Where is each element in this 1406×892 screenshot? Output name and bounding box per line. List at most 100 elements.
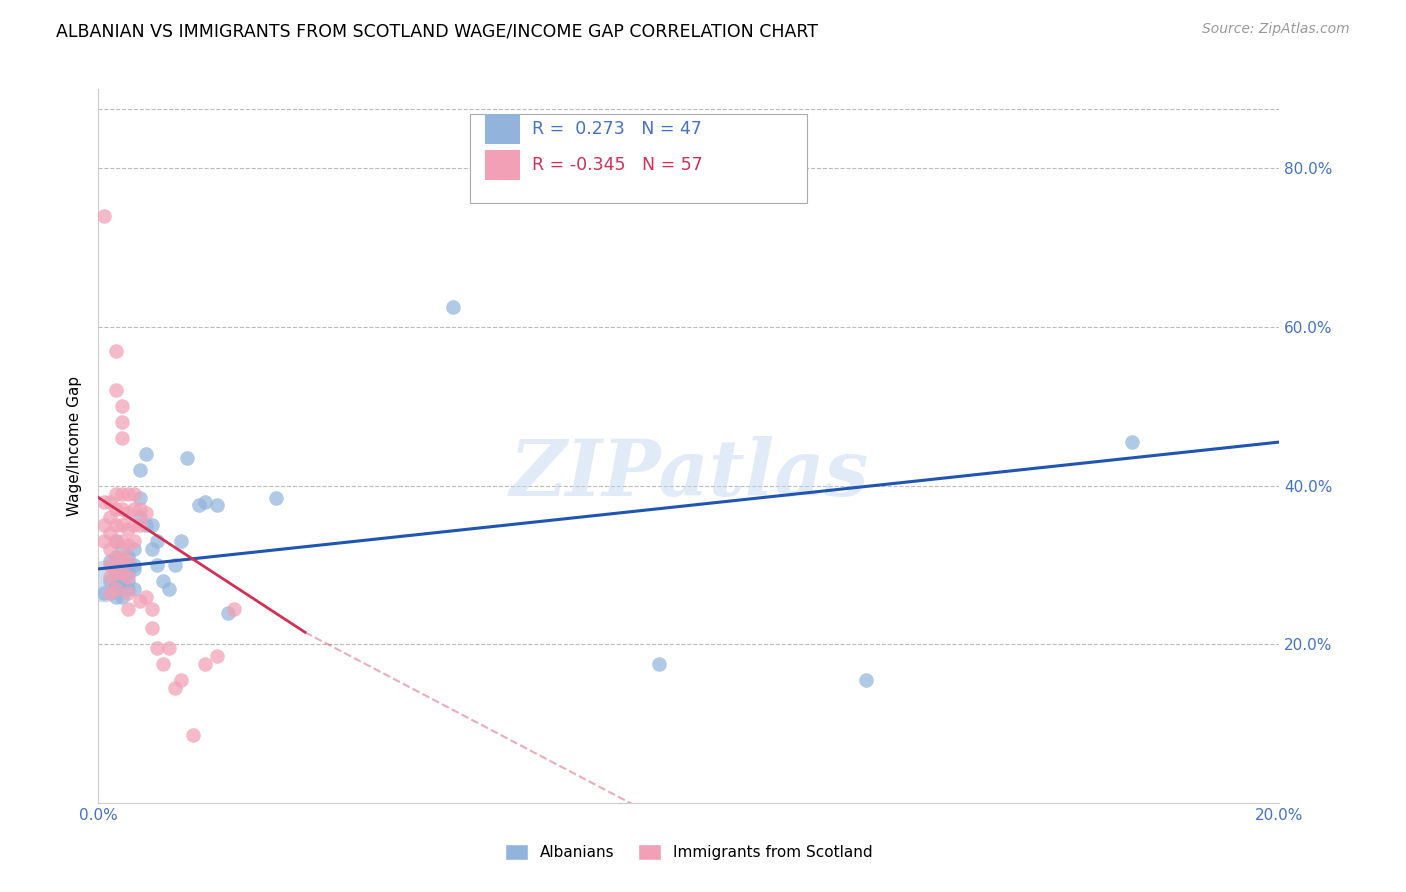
Point: [111, 566, 134, 580]
Point: [205, 499, 228, 513]
Point: [187, 499, 209, 513]
Point: [105, 558, 128, 572]
Point: [122, 518, 145, 533]
Point: [141, 518, 163, 533]
Point: [117, 522, 139, 536]
Point: [111, 549, 134, 564]
Point: [111, 431, 134, 445]
Point: [111, 590, 134, 604]
Point: [93, 209, 115, 223]
Point: [264, 491, 287, 505]
Point: [122, 562, 145, 576]
Point: [117, 574, 139, 588]
Point: [111, 574, 134, 588]
Point: [141, 621, 163, 635]
Point: [105, 534, 128, 549]
Point: [128, 491, 150, 505]
Point: [146, 534, 169, 549]
Point: [111, 400, 134, 414]
Point: [135, 507, 157, 521]
Point: [105, 534, 128, 549]
Point: [105, 502, 128, 516]
Point: [176, 450, 198, 465]
Point: [117, 538, 139, 552]
Point: [181, 728, 204, 742]
Point: [105, 343, 128, 358]
Point: [855, 673, 877, 687]
FancyBboxPatch shape: [485, 150, 520, 180]
Point: [98, 510, 121, 524]
Point: [105, 486, 128, 500]
Text: ALBANIAN VS IMMIGRANTS FROM SCOTLAND WAGE/INCOME GAP CORRELATION CHART: ALBANIAN VS IMMIGRANTS FROM SCOTLAND WAG…: [56, 22, 818, 40]
Point: [141, 542, 163, 557]
Point: [152, 574, 174, 588]
Point: [98, 554, 121, 568]
Point: [157, 582, 180, 596]
Point: [105, 384, 128, 398]
Point: [128, 463, 150, 477]
Point: [146, 641, 169, 656]
Point: [117, 566, 139, 580]
Point: [105, 566, 128, 580]
FancyBboxPatch shape: [485, 114, 520, 145]
Point: [157, 641, 180, 656]
Legend: Albanians, Immigrants from Scotland: Albanians, Immigrants from Scotland: [499, 838, 879, 866]
Point: [111, 562, 134, 576]
Point: [170, 534, 193, 549]
Point: [98, 570, 121, 584]
Point: [111, 578, 134, 592]
Point: [217, 606, 239, 620]
Point: [98, 558, 121, 572]
Point: [648, 657, 671, 671]
Point: [117, 582, 139, 596]
Point: [128, 518, 150, 533]
Point: [105, 549, 128, 564]
Point: [205, 649, 228, 664]
Point: [105, 590, 128, 604]
Point: [441, 300, 464, 314]
Point: [122, 502, 145, 516]
Point: [111, 542, 134, 557]
Point: [224, 601, 246, 615]
Point: [111, 415, 134, 429]
Point: [105, 549, 128, 564]
Point: [117, 585, 139, 599]
Point: [111, 558, 134, 572]
Point: [98, 526, 121, 541]
Point: [105, 518, 128, 533]
Point: [93, 585, 115, 599]
Point: [165, 681, 187, 695]
Point: [122, 542, 145, 557]
Point: [111, 534, 134, 549]
Point: [122, 534, 145, 549]
Point: [194, 657, 217, 671]
Point: [117, 558, 139, 572]
Point: [98, 585, 121, 599]
Point: [111, 518, 134, 533]
Point: [135, 447, 157, 461]
Point: [170, 673, 193, 687]
Point: [128, 593, 150, 607]
Text: Source: ZipAtlas.com: Source: ZipAtlas.com: [1202, 22, 1350, 37]
Point: [122, 582, 145, 596]
Point: [117, 549, 139, 564]
Point: [165, 558, 187, 572]
Point: [117, 570, 139, 584]
Point: [117, 554, 139, 568]
Point: [98, 542, 121, 557]
Text: R = -0.345   N = 57: R = -0.345 N = 57: [531, 156, 703, 174]
Point: [117, 601, 139, 615]
Point: [117, 486, 139, 500]
Point: [98, 574, 121, 588]
Y-axis label: Wage/Income Gap: Wage/Income Gap: [66, 376, 82, 516]
Point: [1121, 435, 1143, 450]
Point: [93, 574, 115, 588]
Point: [128, 502, 150, 516]
Point: [111, 486, 134, 500]
Point: [135, 518, 157, 533]
Point: [105, 578, 128, 592]
Point: [93, 518, 115, 533]
Text: ZIPatlas: ZIPatlas: [509, 436, 869, 513]
Point: [194, 494, 217, 508]
Point: [105, 566, 128, 580]
